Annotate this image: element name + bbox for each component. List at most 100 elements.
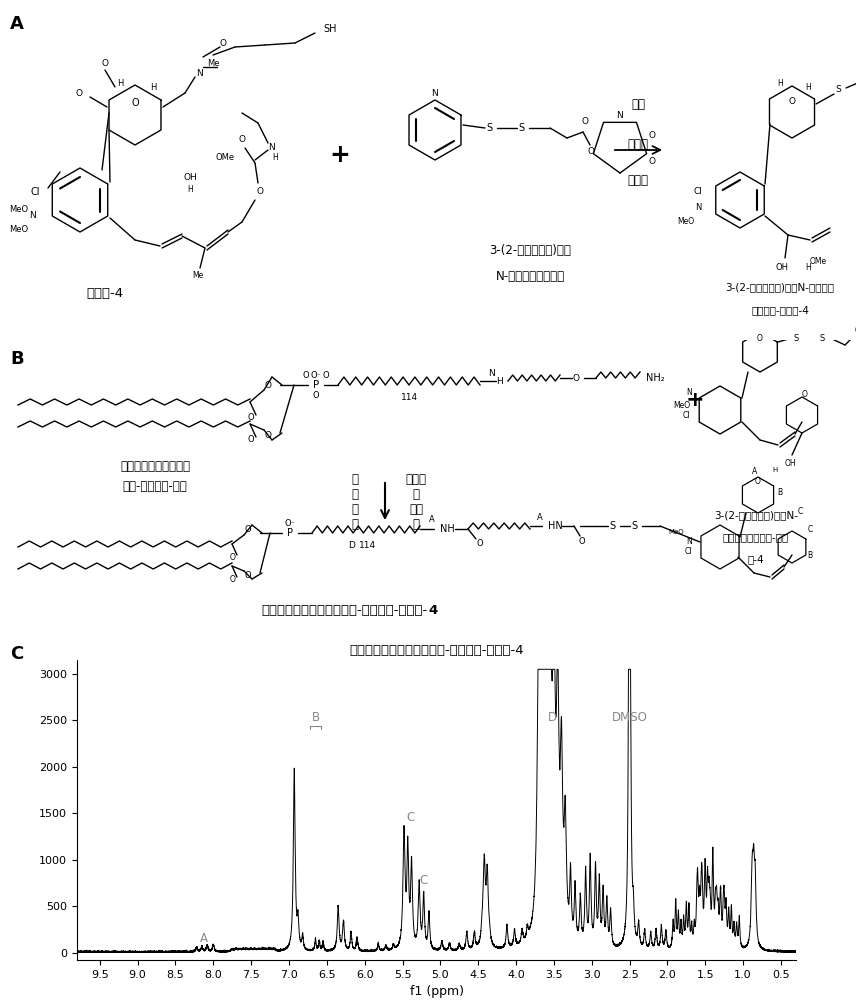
Text: H: H <box>777 80 783 89</box>
Text: O⁻: O⁻ <box>284 519 295 528</box>
Text: NH₂: NH₂ <box>646 373 664 383</box>
Text: N: N <box>489 369 496 378</box>
Text: O: O <box>323 371 330 380</box>
Text: Cl: Cl <box>682 411 690 420</box>
Text: S: S <box>819 334 824 343</box>
Text: O: O <box>649 156 656 165</box>
Text: +: + <box>686 390 704 410</box>
Text: H: H <box>116 79 123 88</box>
Text: S: S <box>631 521 637 531</box>
Text: 二肉豆蔻酰基磷脂酰乙醇胺-聚乙二醇-美登素-: 二肉豆蔻酰基磷脂酰乙醇胺-聚乙二醇-美登素- <box>262 604 428 617</box>
Text: N: N <box>687 538 692 546</box>
Text: A: A <box>752 466 758 476</box>
Text: N: N <box>696 204 702 213</box>
Text: O: O <box>587 147 595 156</box>
Text: C: C <box>798 507 803 516</box>
Text: P: P <box>313 380 319 390</box>
Text: H: H <box>772 467 777 473</box>
Text: O: O <box>802 390 808 399</box>
Text: MeO: MeO <box>669 529 684 535</box>
Text: Me: Me <box>193 271 204 280</box>
Text: O: O <box>573 374 580 383</box>
Text: C: C <box>807 524 812 534</box>
Text: S: S <box>609 521 615 531</box>
Text: O: O <box>247 413 254 422</box>
Text: O: O <box>265 430 271 440</box>
Text: H: H <box>805 263 811 272</box>
Text: O: O <box>102 58 109 68</box>
Text: HN: HN <box>548 521 562 531</box>
Text: 4: 4 <box>428 604 437 617</box>
Title: 二肉豆蕋酰基磷脂酰乙醇胺-聚乙二醇-美登素-4: 二肉豆蕋酰基磷脂酰乙醇胺-聚乙二醇-美登素-4 <box>349 644 524 657</box>
Text: OH: OH <box>183 174 197 182</box>
Text: O: O <box>757 334 763 343</box>
Text: OMe: OMe <box>810 257 827 266</box>
Text: O: O <box>257 188 264 196</box>
Text: 醇胺-聚乙二醇-氨基: 醇胺-聚乙二醇-氨基 <box>122 481 187 493</box>
Text: MeO: MeO <box>9 206 28 215</box>
Text: 酰亚胺酯-美登素-4: 酰亚胺酯-美登素-4 <box>751 305 809 315</box>
Text: C: C <box>419 874 428 887</box>
Text: SH: SH <box>323 24 336 34</box>
Text: O: O <box>245 526 252 534</box>
Text: O: O <box>788 98 795 106</box>
Text: 无水甲
醇
三乙
胺: 无水甲 醇 三乙 胺 <box>406 473 426 531</box>
Text: N: N <box>431 90 438 99</box>
Text: O: O <box>245 570 252 580</box>
Text: H: H <box>496 377 503 386</box>
Text: NH: NH <box>440 524 455 534</box>
Text: N: N <box>616 110 623 119</box>
Text: C: C <box>406 811 414 824</box>
Text: 3-(2-吡啶二疏基)丙酸N-: 3-(2-吡啶二疏基)丙酸N- <box>714 510 798 520</box>
Text: 搅
拌
过
夜: 搅 拌 过 夜 <box>352 473 359 531</box>
Text: B: B <box>10 350 24 368</box>
Text: S: S <box>835 86 841 95</box>
Text: B: B <box>312 711 319 724</box>
Text: S: S <box>794 334 799 343</box>
Text: O⁻: O⁻ <box>311 371 322 380</box>
Text: O: O <box>477 538 484 548</box>
X-axis label: f1 (ppm): f1 (ppm) <box>409 985 464 998</box>
Text: S: S <box>518 123 524 133</box>
Text: O: O <box>131 98 139 108</box>
Text: O: O <box>579 536 586 546</box>
Text: O: O <box>219 38 227 47</box>
Text: H: H <box>805 83 811 92</box>
Text: 室温反: 室温反 <box>627 138 649 151</box>
Text: A: A <box>200 932 208 945</box>
Text: O: O <box>303 371 309 380</box>
Text: OH: OH <box>784 460 796 468</box>
Text: 羟基琥珀酰亚胺酯-美登: 羟基琥珀酰亚胺酯-美登 <box>722 532 789 542</box>
Text: N-羟基琥珀酰亚胺酯: N-羟基琥珀酰亚胺酯 <box>496 270 565 284</box>
Text: O: O <box>76 89 83 98</box>
Text: MeO: MeO <box>673 401 690 410</box>
Text: H: H <box>187 186 193 194</box>
Text: +: + <box>330 143 350 167</box>
Text: D: D <box>548 711 557 724</box>
Text: 美登素-4: 美登素-4 <box>86 287 123 300</box>
Text: C: C <box>10 645 23 663</box>
Text: P: P <box>287 528 293 538</box>
Text: B: B <box>777 488 782 497</box>
Text: A: A <box>10 15 24 33</box>
Text: 二肉豆蔻酰基磷脂酰乙: 二肉豆蔻酰基磷脂酰乙 <box>120 460 190 474</box>
Text: Cl: Cl <box>693 188 702 196</box>
Text: OMe: OMe <box>216 153 235 162</box>
Text: O: O <box>230 554 236 562</box>
Text: MeO: MeO <box>9 226 28 234</box>
Text: S: S <box>486 123 492 133</box>
Text: O: O <box>247 434 254 444</box>
Text: Me: Me <box>207 58 219 68</box>
Text: 3-(2-吡啶二疏基)丙酸: 3-(2-吡啶二疏基)丙酸 <box>489 243 571 256</box>
Text: O: O <box>265 381 271 390</box>
Text: A: A <box>537 513 543 522</box>
Text: N: N <box>687 388 692 397</box>
Text: O: O <box>312 391 319 400</box>
Text: O: O <box>239 135 246 144</box>
Text: H: H <box>272 153 278 162</box>
Text: 甲醇: 甲醇 <box>631 99 645 111</box>
Text: 应过夜: 应过夜 <box>627 174 649 186</box>
Text: D: D <box>348 540 355 550</box>
Text: B: B <box>807 550 812 560</box>
Text: N: N <box>29 212 36 221</box>
